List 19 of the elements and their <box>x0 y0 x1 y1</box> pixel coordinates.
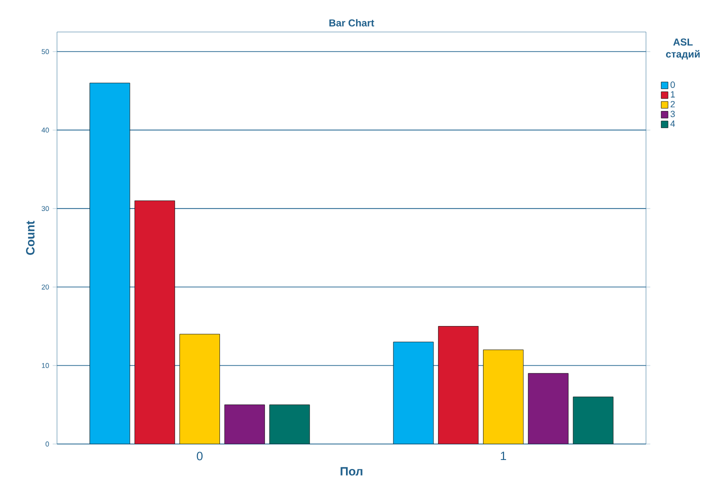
bar <box>528 373 568 444</box>
bar <box>438 326 479 444</box>
bar <box>483 350 524 444</box>
bar <box>269 404 310 444</box>
x-axis-title: Пол <box>340 467 362 476</box>
bar <box>90 82 130 444</box>
bar <box>393 342 434 444</box>
bar <box>134 200 176 444</box>
chart-title: Bar Chart <box>329 19 374 26</box>
legend-label: 2 <box>670 100 675 108</box>
legend-label: 1 <box>670 91 675 98</box>
bar <box>572 396 614 444</box>
bar <box>179 334 220 444</box>
bar <box>224 404 265 444</box>
legend-label: 4 <box>670 120 675 127</box>
legend-title: ASL стадий <box>666 38 700 60</box>
legend-label: 3 <box>670 110 675 118</box>
y-axis-title: Count <box>26 220 35 255</box>
legend-label: 0 <box>670 82 675 88</box>
